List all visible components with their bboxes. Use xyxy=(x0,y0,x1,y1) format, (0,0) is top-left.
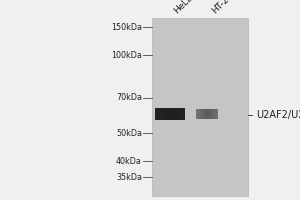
Bar xyxy=(205,109,206,119)
Bar xyxy=(213,109,214,119)
Bar xyxy=(167,108,168,120)
Text: HeLa: HeLa xyxy=(172,0,194,15)
Bar xyxy=(156,108,157,120)
Bar xyxy=(174,108,175,120)
Text: HT-29: HT-29 xyxy=(210,0,235,15)
Bar xyxy=(155,108,156,120)
Bar xyxy=(177,108,178,120)
Bar xyxy=(184,108,185,120)
Bar xyxy=(169,108,170,120)
Bar xyxy=(215,109,216,119)
Bar xyxy=(197,109,198,119)
Bar xyxy=(157,108,158,120)
Text: 150kDa: 150kDa xyxy=(111,22,142,31)
Bar xyxy=(200,109,201,119)
Bar xyxy=(161,108,162,120)
Bar xyxy=(199,109,200,119)
Bar xyxy=(158,108,159,120)
Bar xyxy=(208,109,209,119)
Bar xyxy=(216,109,217,119)
Bar xyxy=(206,109,207,119)
Bar xyxy=(183,108,184,120)
Bar xyxy=(180,108,181,120)
Bar xyxy=(182,108,183,120)
Bar xyxy=(198,109,199,119)
Bar xyxy=(210,109,211,119)
Bar xyxy=(173,108,174,120)
Bar xyxy=(176,108,177,120)
Bar xyxy=(217,109,218,119)
Bar xyxy=(207,109,208,119)
Text: 40kDa: 40kDa xyxy=(116,156,142,166)
Bar xyxy=(164,108,165,120)
Bar xyxy=(172,108,173,120)
Text: 70kDa: 70kDa xyxy=(116,94,142,102)
Bar xyxy=(166,108,167,120)
Bar xyxy=(170,108,171,120)
Bar xyxy=(211,109,212,119)
Text: 50kDa: 50kDa xyxy=(116,129,142,138)
Text: U2AF2/U2AF65: U2AF2/U2AF65 xyxy=(256,110,300,120)
Bar xyxy=(209,109,210,119)
Bar xyxy=(175,108,176,120)
Bar xyxy=(201,109,202,119)
Bar xyxy=(178,108,179,120)
Bar xyxy=(159,108,160,120)
Bar xyxy=(179,108,180,120)
Bar xyxy=(160,108,161,120)
Bar xyxy=(196,109,197,119)
Bar xyxy=(214,109,215,119)
Bar xyxy=(204,109,205,119)
Bar xyxy=(168,108,169,120)
Bar xyxy=(152,18,248,196)
Bar xyxy=(165,108,166,120)
Bar xyxy=(163,108,164,120)
Text: 35kDa: 35kDa xyxy=(116,172,142,182)
Bar xyxy=(202,109,203,119)
Bar xyxy=(162,108,163,120)
Text: 100kDa: 100kDa xyxy=(111,50,142,60)
Bar xyxy=(171,108,172,120)
Bar xyxy=(181,108,182,120)
Bar xyxy=(203,109,204,119)
Bar xyxy=(212,109,213,119)
